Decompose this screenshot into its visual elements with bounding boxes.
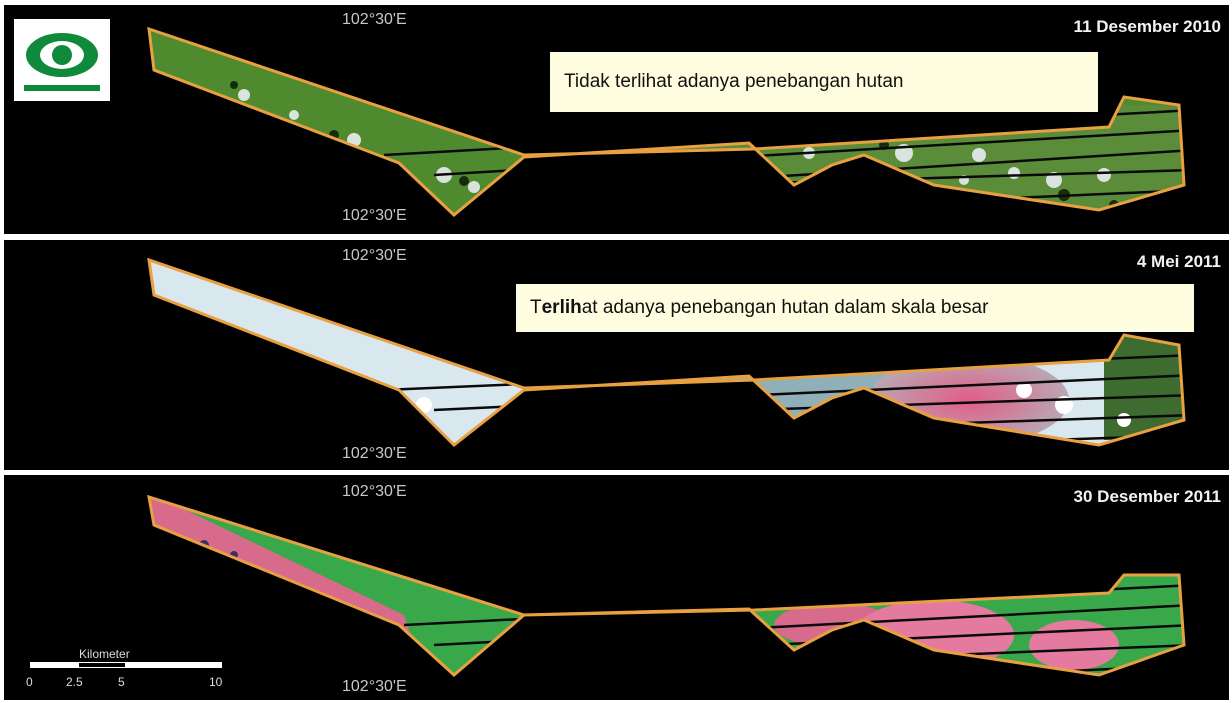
scale-tick: 0 bbox=[26, 675, 33, 689]
area-boundary bbox=[147, 257, 1186, 448]
date-label: 30 Desember 2011 bbox=[1073, 487, 1221, 506]
longitude-label-top: 102°30'E bbox=[342, 247, 407, 264]
scale-bar: Kilometer 0 2.5 5 10 bbox=[22, 647, 232, 691]
map-panel-2010: 102°30'E 102°30'E 11 Desember 2010 Tidak… bbox=[4, 5, 1229, 234]
eye-logo bbox=[14, 19, 110, 101]
scale-bar-title: Kilometer bbox=[79, 647, 130, 661]
area-boundary bbox=[147, 26, 1186, 218]
map-panel-2011-dec: 102°30'E 102°30'E 30 Desember 2011 Kilom… bbox=[4, 475, 1229, 700]
longitude-label-top: 102°30'E bbox=[342, 483, 407, 500]
scale-segment bbox=[30, 662, 78, 668]
satellite-image-dec-2011 bbox=[147, 494, 1186, 678]
callout-box: Terlihat adanya penebangan hutan dalam s… bbox=[516, 284, 1194, 332]
scale-tick: 5 bbox=[118, 675, 125, 689]
scale-segment bbox=[78, 662, 126, 668]
longitude-label-bottom: 102°30'E bbox=[342, 678, 407, 695]
satellite-image-2010 bbox=[147, 26, 1186, 218]
scale-tick: 2.5 bbox=[66, 675, 83, 689]
callout-box: Tidak terlihat adanya penebangan hutan bbox=[550, 52, 1098, 112]
longitude-label-top: 102°30'E bbox=[342, 11, 407, 28]
scale-segment bbox=[126, 662, 222, 668]
callout-text: Terlihat adanya penebangan hutan dalam s… bbox=[530, 297, 989, 318]
date-label: 4 Mei 2011 bbox=[1136, 252, 1221, 271]
date-label: 11 Desember 2010 bbox=[1073, 17, 1221, 36]
area-boundary bbox=[147, 494, 1186, 678]
callout-text: Tidak terlihat adanya penebangan hutan bbox=[564, 71, 904, 92]
longitude-label-bottom: 102°30'E bbox=[342, 445, 407, 462]
map-panel-2011-may: 102°30'E 102°30'E 4 Mei 2011 Terlihat ad… bbox=[4, 240, 1229, 470]
longitude-label-bottom: 102°30'E bbox=[342, 207, 407, 224]
satellite-image-may-2011 bbox=[147, 257, 1186, 448]
scale-tick: 10 bbox=[209, 675, 223, 689]
